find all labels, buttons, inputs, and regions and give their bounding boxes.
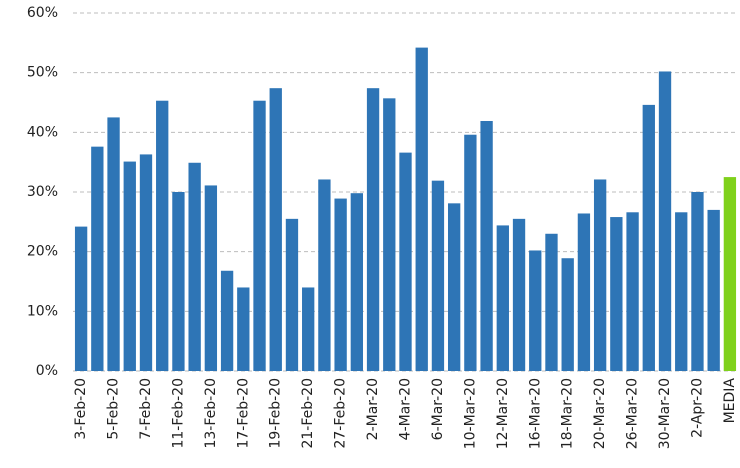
bar [350,193,364,371]
bar [188,162,201,371]
x-tick-label: 27-Feb-20 [333,378,349,449]
bar [139,154,153,371]
x-tick-label: 17-Feb-20 [235,378,251,449]
x-tick-label: 19-Feb-20 [268,378,284,449]
x-tick-label: 26-Mar-20 [625,378,641,449]
bar [480,120,493,371]
bar [545,233,558,371]
bar [610,217,623,371]
bar [302,287,315,371]
x-tick-label: 5-Feb-20 [106,378,122,440]
bar [447,203,461,371]
bar [642,104,655,372]
x-tick-label: 2-Mar-20 [365,378,381,440]
bar [318,179,331,371]
bar [334,198,347,371]
bar [496,225,509,371]
bar [577,213,591,371]
x-tick-label: 4-Mar-20 [398,378,414,440]
x-tick-label: 10-Mar-20 [462,378,478,449]
x-tick-label: 12-Mar-20 [495,378,511,449]
x-tick-label: 18-Mar-20 [560,378,576,449]
bar [431,180,445,371]
x-tick-label: MEDIA [722,378,738,424]
bar [415,47,428,372]
bar [626,212,639,371]
y-tick-label: 10% [27,303,58,319]
x-tick-label: 16-Mar-20 [527,378,543,449]
bar [269,88,282,372]
bar [107,117,120,372]
x-tick-label: 6-Mar-20 [430,378,446,440]
bar [399,152,412,371]
y-tick-label: 30% [27,184,58,200]
x-tick-label: 2-Apr-20 [689,378,705,438]
bar [220,270,234,371]
bar [156,100,169,372]
bar [675,212,688,371]
bar [172,192,185,371]
bar [707,209,720,371]
x-tick-label: 13-Feb-20 [203,378,219,449]
bar [691,192,704,371]
bar [529,250,542,371]
bar [561,258,574,371]
x-tick-label: 20-Mar-20 [592,378,608,449]
bar [204,185,218,371]
bar [723,177,737,371]
x-tick-label: 21-Feb-20 [300,378,316,449]
bar [593,179,607,371]
bar [123,161,136,371]
bar [658,71,672,372]
bar [512,218,526,371]
y-tick-label: 50% [27,65,58,81]
x-tick-label: 11-Feb-20 [170,378,186,449]
y-tick-label: 0% [36,363,58,379]
y-tick-label: 40% [27,124,58,140]
x-tick-label: 3-Feb-20 [73,378,89,440]
x-tick-label: 30-Mar-20 [657,378,673,449]
bar [253,100,266,372]
bar [464,134,477,371]
bar [237,287,250,371]
bar [285,218,299,371]
bar [74,226,88,371]
bar [91,146,104,371]
bar [383,98,396,371]
x-tick-label: 7-Feb-20 [138,378,154,440]
y-tick-label: 60% [27,5,58,21]
bar [366,88,380,372]
y-tick-label: 20% [27,244,58,260]
